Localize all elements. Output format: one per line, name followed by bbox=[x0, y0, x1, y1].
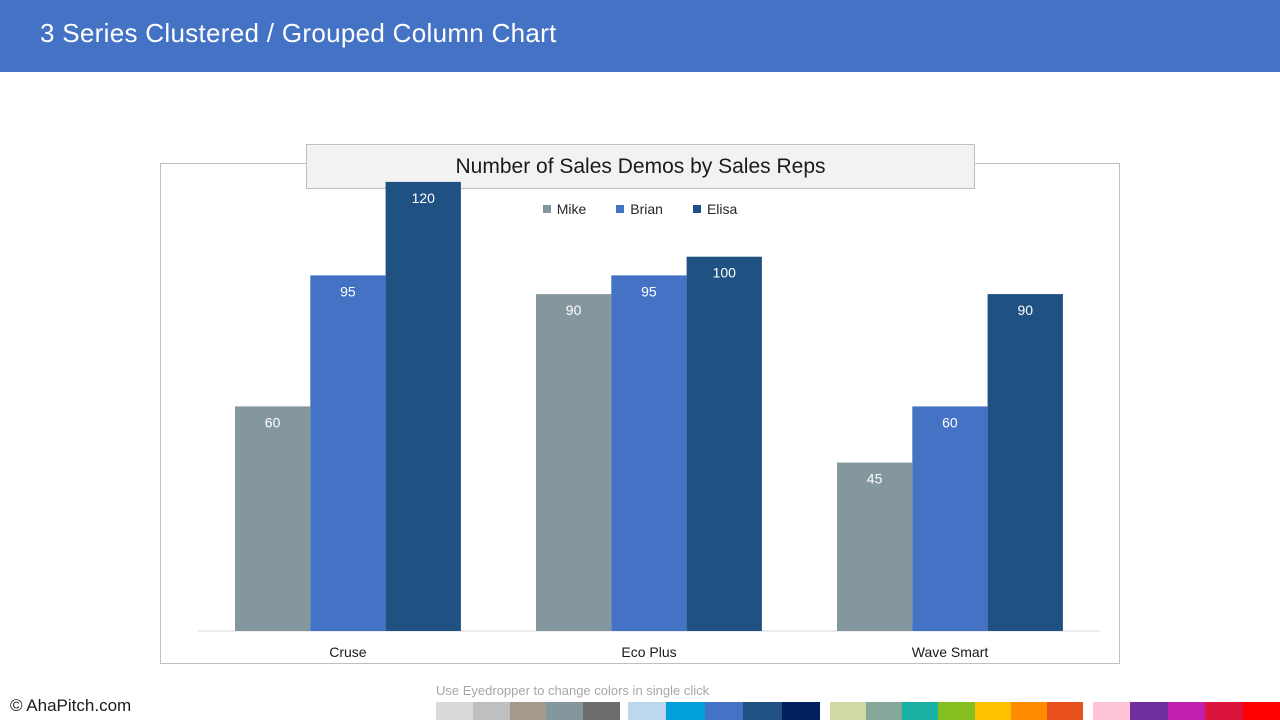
palette-swatch[interactable] bbox=[1167, 702, 1206, 720]
bar-mike-cruse bbox=[235, 406, 311, 631]
data-label-brian-cruse: 95 bbox=[340, 283, 356, 299]
palette-swatch[interactable] bbox=[472, 702, 511, 720]
palette-swatch[interactable] bbox=[974, 702, 1012, 720]
legend-label-brian: Brian bbox=[630, 201, 663, 217]
bar-mike-wave-smart bbox=[837, 462, 913, 631]
data-label-brian-wave-smart: 60 bbox=[942, 414, 958, 430]
palette-swatch[interactable] bbox=[509, 702, 547, 720]
bar-elisa-wave-smart bbox=[987, 294, 1063, 631]
palette-swatch[interactable] bbox=[583, 702, 621, 720]
palette-swatch[interactable] bbox=[1093, 702, 1131, 720]
bar-elisa-cruse bbox=[385, 181, 461, 631]
chart-title: Number of Sales Demos by Sales Reps bbox=[455, 154, 826, 178]
palette-swatch[interactable] bbox=[666, 702, 706, 720]
data-label-elisa-eco-plus: 100 bbox=[713, 265, 737, 281]
chart-legend: Mike Brian Elisa bbox=[0, 201, 1280, 217]
eyedropper-note: Use Eyedropper to change colors in singl… bbox=[436, 683, 710, 698]
legend-label-mike: Mike bbox=[556, 201, 587, 217]
legend-item-mike: Mike bbox=[542, 201, 587, 217]
palette-swatch[interactable] bbox=[628, 702, 667, 720]
palette-swatch[interactable] bbox=[1046, 702, 1084, 720]
palette-swatch[interactable] bbox=[546, 702, 584, 720]
palette-swatch[interactable] bbox=[1130, 702, 1169, 720]
legend-swatch-mike bbox=[542, 205, 551, 213]
data-label-mike-eco-plus: 90 bbox=[566, 302, 582, 318]
palette-swatch[interactable] bbox=[704, 702, 744, 720]
palette-swatch[interactable] bbox=[1242, 702, 1280, 720]
data-label-mike-cruse: 60 bbox=[265, 414, 281, 430]
legend-item-elisa: Elisa bbox=[692, 201, 738, 217]
palette-swatch[interactable] bbox=[781, 702, 821, 720]
legend-label-elisa: Elisa bbox=[706, 201, 738, 217]
palette-swatch[interactable] bbox=[938, 702, 975, 720]
chart-title-box: Number of Sales Demos by Sales Reps bbox=[306, 144, 975, 189]
bar-brian-cruse bbox=[310, 275, 386, 631]
header-bar: 3 Series Clustered / Grouped Column Char… bbox=[0, 0, 1280, 72]
x-tick-label-cruse: Cruse bbox=[329, 644, 367, 660]
palette-swatch[interactable] bbox=[830, 702, 867, 720]
palette-swatch[interactable] bbox=[436, 702, 474, 720]
page-title: 3 Series Clustered / Grouped Column Char… bbox=[40, 18, 557, 48]
palette-swatch[interactable] bbox=[866, 702, 903, 720]
bar-elisa-eco-plus bbox=[686, 256, 762, 631]
x-tick-label-eco-plus: Eco Plus bbox=[621, 644, 676, 660]
bar-brian-wave-smart bbox=[912, 406, 988, 631]
palette-swatch[interactable] bbox=[743, 702, 783, 720]
palette-swatch[interactable] bbox=[1205, 702, 1244, 720]
bar-mike-eco-plus bbox=[536, 294, 612, 631]
palette-swatch[interactable] bbox=[902, 702, 939, 720]
data-label-brian-eco-plus: 95 bbox=[641, 283, 657, 299]
palette-swatch[interactable] bbox=[1010, 702, 1048, 720]
data-label-mike-wave-smart: 45 bbox=[867, 471, 883, 487]
legend-swatch-elisa bbox=[692, 205, 701, 213]
copyright-text: © AhaPitch.com bbox=[10, 696, 132, 715]
x-tick-label-wave-smart: Wave Smart bbox=[912, 644, 989, 660]
legend-item-brian: Brian bbox=[616, 201, 663, 217]
data-label-elisa-wave-smart: 90 bbox=[1018, 302, 1034, 318]
data-label-elisa-cruse: 120 bbox=[412, 190, 436, 206]
bar-brian-eco-plus bbox=[611, 275, 687, 631]
legend-swatch-brian bbox=[616, 205, 625, 213]
color-palette bbox=[0, 702, 1280, 720]
